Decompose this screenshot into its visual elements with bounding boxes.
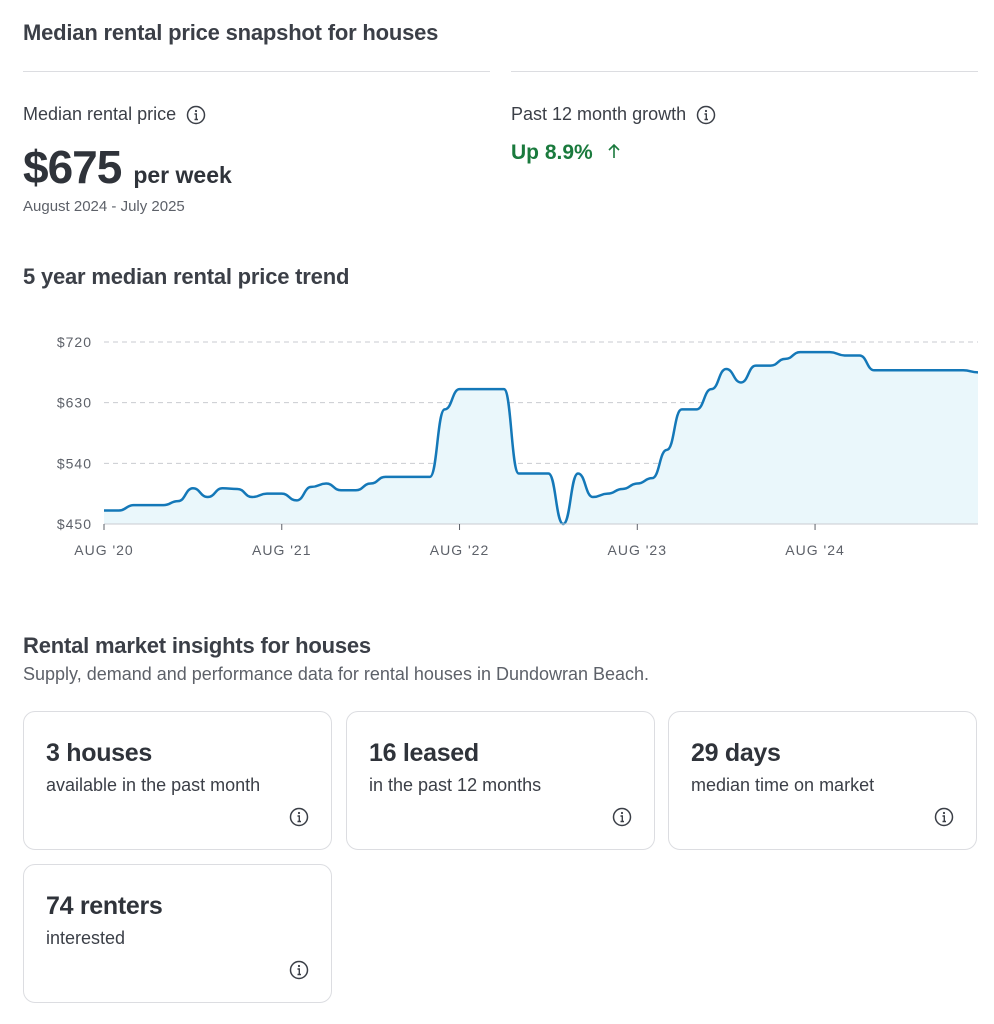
info-icon[interactable] [289, 807, 309, 827]
growth-label-row: Past 12 month growth [511, 104, 716, 125]
insights-title: Rental market insights for houses [23, 633, 371, 658]
y-tick-label: $450 [57, 516, 92, 532]
x-tick-label: AUG '20 [74, 542, 133, 558]
y-tick-label: $630 [57, 395, 92, 411]
trend-chart: $450 $540 $630 $720 AUG '20 AUG '21 AUG '22 AUG… [0, 320, 994, 570]
snapshot-title: Median rental price snapshot for houses [23, 20, 439, 45]
x-tick-label: AUG '23 [608, 542, 667, 558]
median-price-label-row: Median rental price [23, 104, 206, 125]
card-description: available in the past month [46, 775, 261, 795]
insight-card-available: 3 houses available in the past month [23, 711, 332, 850]
trend-title: 5 year median rental price trend [23, 264, 350, 289]
info-icon[interactable] [696, 105, 716, 125]
arrow-up-icon [607, 141, 621, 165]
insights-subtitle: Supply, demand and performance data for … [23, 664, 650, 684]
price-period: August 2024 - July 2025 [23, 198, 185, 215]
card-description: interested [46, 928, 126, 948]
x-tick-label: AUG '22 [430, 542, 489, 558]
price-unit: per week [133, 162, 232, 188]
divider-left [23, 71, 490, 72]
info-icon[interactable] [289, 960, 309, 980]
card-description: in the past 12 months [369, 775, 542, 795]
info-icon[interactable] [934, 807, 954, 827]
info-icon[interactable] [186, 105, 206, 125]
x-tick-label: AUG '24 [785, 542, 844, 558]
card-value: 16 leased [369, 739, 479, 767]
y-tick-label: $720 [57, 334, 92, 350]
trend-chart-svg: $450 $540 $630 $720 AUG '20 AUG '21 AUG '22 AUG… [57, 334, 979, 558]
series-line [104, 350, 979, 526]
insight-card-leased: 16 leased in the past 12 months [346, 711, 655, 850]
growth-label: Past 12 month growth [511, 104, 687, 124]
card-value: 3 houses [46, 739, 152, 767]
card-value: 29 days [691, 739, 781, 767]
card-description: median time on market [691, 775, 875, 795]
median-price-row: $675 per week [23, 140, 232, 194]
median-price-label: Median rental price [23, 104, 177, 124]
insight-card-renters: 74 renters interested [23, 864, 332, 1003]
y-tick-label: $540 [57, 455, 92, 471]
x-tick-label: AUG '21 [252, 542, 311, 558]
insight-card-time-on-market: 29 days median time on market [668, 711, 977, 850]
growth-value: Up 8.9% [511, 141, 593, 164]
median-price-value: $675 [23, 141, 122, 193]
info-icon[interactable] [612, 807, 632, 827]
growth-value-row: Up 8.9% [511, 141, 621, 165]
area-fill [104, 352, 978, 524]
card-value: 74 renters [46, 892, 163, 920]
divider-right [511, 71, 978, 72]
